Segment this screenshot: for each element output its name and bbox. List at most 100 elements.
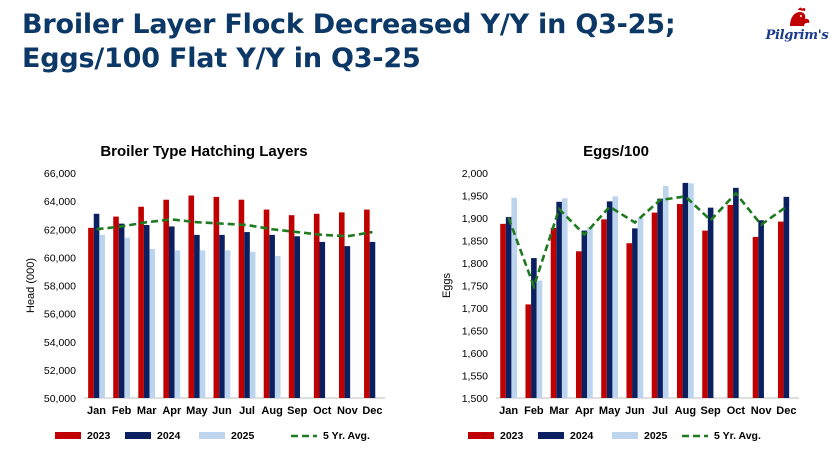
eggs-bar-2023-dec <box>777 221 784 398</box>
hatching-bar-2023-may <box>188 195 195 398</box>
hatching-x-tick-label: Oct <box>313 405 332 417</box>
eggs-legend: 2023 2024 2025 5 Yr. Avg. <box>468 430 761 442</box>
hatching-bar-2023-jan <box>88 227 94 398</box>
page-title-line-2: Eggs/100 Flat Y/Y in Q3-25 <box>22 43 421 74</box>
eggs-bar-2023-sep <box>702 230 708 398</box>
eggs-legend-label: 2024 <box>570 430 594 442</box>
eggs-bar-2024-nov <box>758 220 764 398</box>
hatching-x-tick-label: Aug <box>261 405 282 417</box>
eggs-y-tick-label: 1,900 <box>462 213 488 225</box>
eggs-bar-2025-feb <box>536 280 543 398</box>
hatching-bar-2025-may <box>199 250 206 398</box>
hatching-x-tick-label: Sep <box>287 405 307 417</box>
hatching-bar-2025-jul <box>249 251 256 398</box>
hatching-y-tick-label: 50,000 <box>44 393 76 405</box>
hatching-x-tick-label: Feb <box>112 405 132 417</box>
hatching-x-tick-label: Jul <box>239 405 255 417</box>
eggs-x-tick-label: Aug <box>675 405 696 417</box>
eggs-bar-2023-jun <box>626 243 633 398</box>
hatching-legend-label: 2023 <box>87 430 111 442</box>
eggs-bar-2025-apr <box>587 227 593 398</box>
eggs-bar-2023-aug <box>676 204 683 398</box>
eggs-y-tick-label: 1,850 <box>462 236 488 248</box>
eggs-bar-2025-aug <box>688 183 694 398</box>
eggs-x-tick-label: Sep <box>701 405 721 417</box>
eggs-bar-2024-jun <box>632 228 638 398</box>
eggs-bar-2023-jan <box>500 223 506 398</box>
eggs-bar-2023-jul <box>651 212 658 398</box>
eggs-bar-2024-feb <box>531 258 537 398</box>
hatching-bar-2024-oct <box>319 241 326 398</box>
hatching-x-tick-label: Mar <box>137 405 157 417</box>
eggs-bar-2025-may <box>612 196 619 398</box>
hatching-bar-2024-aug <box>269 234 275 398</box>
hatching-bar-2023-oct <box>313 213 320 398</box>
eggs-legend-label: 2025 <box>644 430 668 442</box>
logo-text: Pilgrim's <box>765 28 829 43</box>
hatching-y-axis-label: Head (000) <box>25 258 37 313</box>
eggs-chart-title: Eggs/100 <box>583 143 649 160</box>
eggs-x-tick-label: Jul <box>652 405 668 417</box>
hatching-legend: 2023 2024 2025 5 Yr. Avg. <box>55 430 370 442</box>
eggs-y-tick-label: 1,550 <box>462 371 488 383</box>
hatching-y-tick-label: 62,000 <box>44 224 76 236</box>
eggs-x-tick-label: Apr <box>575 405 595 417</box>
eggs-y-tick-label: 1,950 <box>462 191 488 203</box>
page-title: Broiler Layer Flock Decreased Y/Y in Q3-… <box>22 8 676 76</box>
hatching-chart-title: Broiler Type Hatching Layers <box>100 143 307 160</box>
hatching-legend-swatch-2025 <box>199 432 225 439</box>
eggs-bar-2025-jun <box>637 218 644 398</box>
hatching-legend-swatch-2024 <box>125 432 151 439</box>
hatching-bar-2023-dec <box>364 209 370 398</box>
hatching-x-tick-label: Nov <box>337 405 359 417</box>
hatching-legend-swatch-2023 <box>55 432 81 439</box>
eggs-y-tick-label: 1,500 <box>462 393 488 405</box>
hatching-y-tick-label: 54,000 <box>44 337 76 349</box>
eggs-bar-2025-jan <box>511 197 518 398</box>
eggs-bar-2024-oct <box>733 187 739 398</box>
hatching-bar-2025-jun <box>224 250 231 398</box>
eggs-bar-2023-may <box>601 219 607 398</box>
hatching-y-tick-label: 64,000 <box>44 196 76 208</box>
eggs-x-tick-label: Oct <box>727 405 746 417</box>
eggs-x-tick-label: Jan <box>499 405 518 417</box>
hatching-bar-2024-may <box>194 234 200 398</box>
hatching-bar-2024-feb <box>118 223 125 398</box>
pilgrims-logo: Pilgrim's <box>760 6 832 54</box>
eggs-y-tick-label: 1,700 <box>462 303 488 315</box>
eggs-x-tick-label: Jun <box>625 405 645 417</box>
eggs-bar-2024-dec <box>783 196 790 398</box>
hatching-bar-2025-apr <box>174 250 181 398</box>
hatching-legend-label: 2024 <box>157 430 181 442</box>
eggs-legend-label: 2023 <box>500 430 524 442</box>
hatching-bar-2024-apr <box>168 226 175 398</box>
hatching-x-tick-label: Dec <box>362 405 382 417</box>
hatching-bar-2025-aug <box>274 255 281 398</box>
hatching-bar-2023-aug <box>263 209 270 398</box>
page-title-line-1: Broiler Layer Flock Decreased Y/Y in Q3-… <box>22 9 676 40</box>
hatching-bar-2024-jun <box>219 234 225 398</box>
eggs-y-tick-label: 1,800 <box>462 258 488 270</box>
hatching-bar-2024-dec <box>369 241 376 398</box>
hatching-avg-line <box>96 218 373 238</box>
hatching-bar-2024-jan <box>93 213 100 398</box>
hatching-y-tick-label: 56,000 <box>44 309 76 321</box>
hatching-bar-2023-feb <box>113 216 119 398</box>
eggs-bar-2024-may <box>606 201 613 398</box>
eggs-bar-2023-apr <box>575 251 582 398</box>
rooster-icon <box>790 7 810 26</box>
hatching-bar-2025-jan <box>99 234 105 398</box>
eggs-bar-2024-jan <box>505 217 512 398</box>
hatching-x-tick-label: Jan <box>87 405 106 417</box>
hatching-legend-label: 2025 <box>231 430 255 442</box>
eggs-x-tick-label: May <box>599 405 621 417</box>
eggs-y-tick-label: 1,650 <box>462 326 488 338</box>
hatching-x-tick-label: Jun <box>212 405 232 417</box>
eggs-bar-2024-apr <box>581 230 588 398</box>
hatching-bar-2023-jun <box>213 196 220 398</box>
eggs-bar-2023-mar <box>550 227 557 398</box>
eggs-bar-2023-nov <box>752 236 759 398</box>
hatching-legend-label: 5 Yr. Avg. <box>323 430 370 442</box>
hatching-y-tick-label: 52,000 <box>44 365 76 377</box>
